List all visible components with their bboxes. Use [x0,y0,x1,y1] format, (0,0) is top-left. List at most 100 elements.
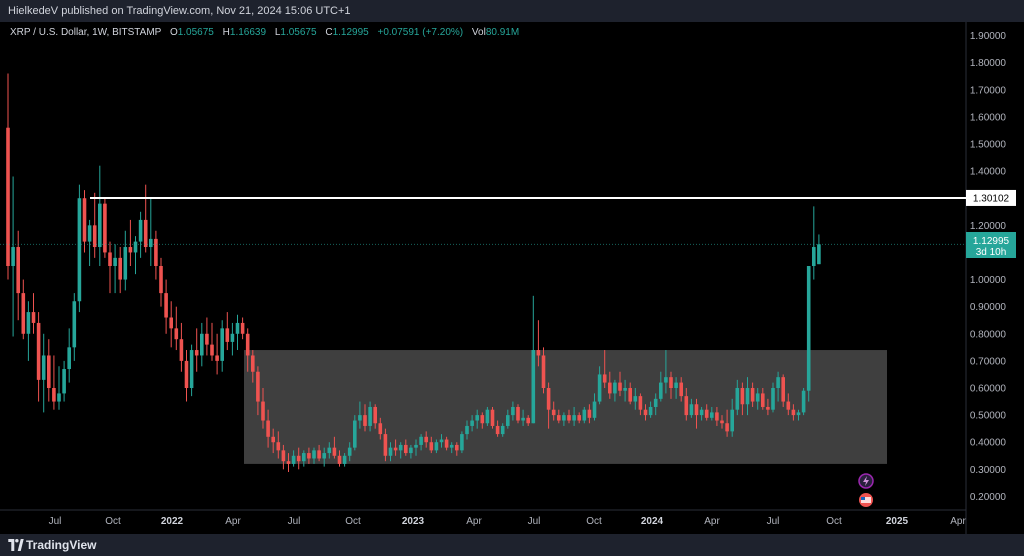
candle [771,382,775,413]
candle [465,420,469,440]
candle [276,431,281,459]
candle-body [210,344,214,356]
candle [118,247,122,294]
time-scale[interactable]: Jul Oct 2022 Apr Jul Oct 2023 Apr Jul Oct 2024 Apr J… [49,516,967,527]
candle [383,428,388,462]
candle [337,450,342,467]
candle-body [521,417,525,421]
candle [261,388,265,429]
candle [358,401,362,429]
chart-area[interactable]: 1.90000 1.80000 1.70000 1.60000 1.50000 1.400… [0,22,1024,534]
candle [378,417,383,440]
candle [179,322,184,372]
candle [536,320,541,367]
resistance-price-label: 1.30102 [966,189,1016,206]
candle [715,406,719,426]
candle-body [200,333,204,356]
candle [164,279,168,334]
candle [36,312,41,402]
symbol-legend[interactable]: XRP / U.S. Dollar, 1W, BITSTAMP O1.05675… [10,27,519,38]
event-icons[interactable] [858,473,874,507]
time-tick-label: Oct [586,516,602,527]
time-tick-label: Jul [767,516,780,527]
candle [699,406,704,421]
candle-body [179,339,184,361]
candle-body [536,350,541,356]
candle [643,404,648,421]
candle-body [495,425,500,435]
candle [720,415,724,429]
candle-body [41,355,46,380]
candle [409,444,413,459]
candle-body [169,317,173,329]
candle [342,453,347,467]
candle [745,377,750,416]
candle-body [653,398,658,407]
candle [551,401,556,421]
range-box[interactable] [244,350,887,464]
candle-body [393,447,398,451]
candle-body [31,312,36,323]
candle [817,234,821,265]
candle [256,366,260,416]
candle [57,366,61,410]
candle [449,442,454,454]
candle [200,322,204,367]
candle-body [322,453,326,459]
candle [138,211,143,258]
candle [801,388,806,416]
candle-body [439,439,444,443]
candle-body [715,412,719,421]
candle [47,339,51,402]
close-label: C [325,27,333,38]
high-value: 1.16639 [229,27,267,38]
candle-body [817,244,821,265]
candle-body [608,382,612,394]
candle-body [740,388,745,405]
candle [353,415,357,451]
candle [567,409,571,424]
time-tick-label: Jul [288,516,301,527]
candle [194,328,199,372]
candle-body [449,444,454,448]
candle [674,377,678,399]
candle-body [669,377,673,388]
candle-body [506,415,510,426]
candle-body [557,415,561,421]
candle-body [317,450,321,459]
symbol-name[interactable]: XRP / U.S. Dollar, 1W, BITSTAMP [10,27,162,38]
candle [521,409,525,426]
candle [439,434,444,448]
candle [669,371,673,399]
candle-body [103,203,107,253]
candle-body [541,355,546,388]
chart-canvas[interactable]: 1.90000 1.80000 1.70000 1.60000 1.50000 1.400… [0,22,1024,534]
candle [781,374,785,407]
candle-body [710,412,714,418]
candle-body [225,328,230,342]
candle [82,190,87,253]
candle-body [11,247,15,266]
candle-body [118,257,122,280]
candle [92,192,97,258]
candle [159,257,163,307]
candle-body [342,455,347,464]
candle [455,442,459,456]
candle [16,230,20,321]
candle [541,347,546,394]
candle-body [184,360,189,388]
low-value: 1.05675 [280,27,317,38]
candle-body [735,388,740,410]
candle-body [98,203,102,248]
time-tick-label: Apr [950,516,966,527]
candle [608,371,612,399]
candle-body [781,377,785,402]
price-scale[interactable]: 1.90000 1.80000 1.70000 1.60000 1.50000 1.400… [970,31,1007,503]
candle-body [230,333,235,342]
us-flag-glyph [861,497,871,503]
candle-body [806,266,811,391]
time-tick-label: Oct [826,516,842,527]
candle-body [332,447,337,456]
candle [143,184,148,253]
candle [434,439,439,454]
